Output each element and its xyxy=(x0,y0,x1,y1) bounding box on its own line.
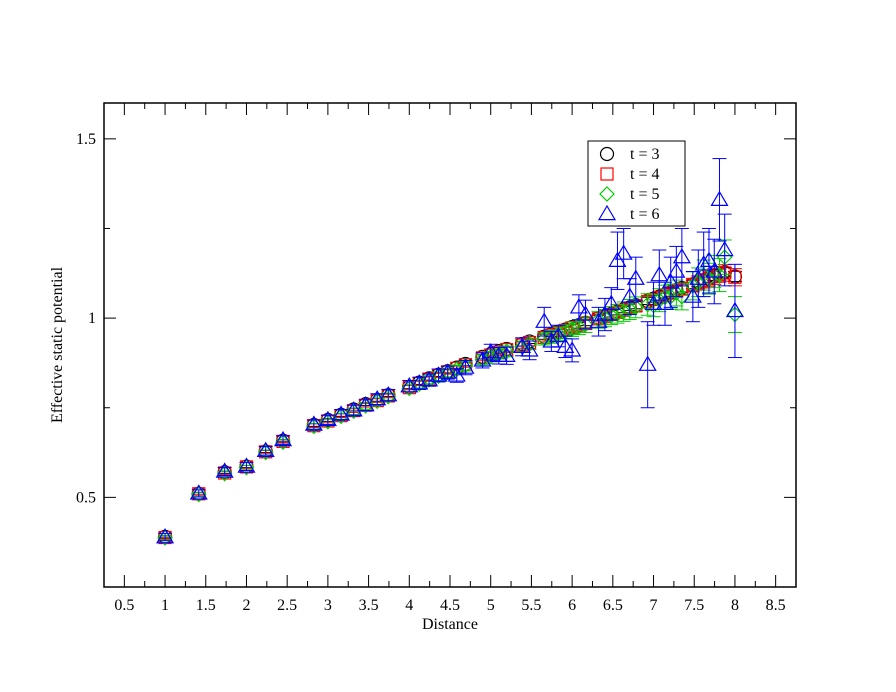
data-point xyxy=(189,484,208,500)
data-point xyxy=(535,312,554,328)
data-point xyxy=(304,415,323,431)
legend-marker xyxy=(599,186,615,202)
data-point xyxy=(513,337,532,353)
legend-label: t = 4 xyxy=(630,166,659,183)
data-point xyxy=(715,240,734,257)
data-point xyxy=(563,341,582,357)
data-point xyxy=(711,267,728,283)
data-point xyxy=(672,247,691,264)
plot-frame xyxy=(103,102,797,588)
data-point xyxy=(156,527,175,544)
data-point xyxy=(650,265,669,282)
data-point xyxy=(456,358,475,374)
series-square xyxy=(158,264,742,545)
data-point xyxy=(683,287,702,303)
data-point xyxy=(705,262,724,278)
series-diamond xyxy=(157,239,743,546)
data-point xyxy=(609,305,626,322)
data-point xyxy=(439,364,456,381)
legend-marker xyxy=(597,204,617,221)
x-tick-label: 3 xyxy=(324,597,332,614)
series-triangle xyxy=(156,158,744,544)
x-tick-label: 2.5 xyxy=(277,597,297,614)
data-point xyxy=(577,316,594,333)
data-point xyxy=(542,332,561,348)
x-tick-label: 1 xyxy=(161,597,169,614)
data-point xyxy=(438,363,457,379)
x-tick-label: 7.5 xyxy=(684,597,704,614)
data-point xyxy=(238,459,255,476)
data-point xyxy=(626,269,645,285)
data-point xyxy=(710,190,729,206)
x-tick-label: 2 xyxy=(242,597,250,614)
data-point xyxy=(256,441,275,457)
data-point xyxy=(602,294,621,310)
legend-label: t = 5 xyxy=(630,186,659,203)
data-point xyxy=(215,462,234,478)
data-point xyxy=(674,288,690,305)
data-point xyxy=(520,341,539,357)
data-point xyxy=(638,355,657,371)
data-point xyxy=(481,342,500,359)
x-tick-label: 3.5 xyxy=(359,597,379,614)
data-point xyxy=(368,389,387,406)
legend: t = 3 t = 4 t = 5 t = 6 xyxy=(587,140,686,227)
data-point xyxy=(614,244,633,260)
y-tick-label: 1.5 xyxy=(76,131,96,148)
x-axis-label: Distance xyxy=(422,616,478,633)
x-tick-label: 0.5 xyxy=(114,597,134,614)
data-point xyxy=(344,401,363,417)
data-point xyxy=(379,386,398,402)
tick-labels: 0.5 1 1.5 2 2.5 3 3.5 4 4.5 5 5.5 6 6.5 7 7.5 8 8.5 0.5 1 1… xyxy=(76,131,786,614)
x-tick-label: 6.5 xyxy=(603,597,623,614)
data-point xyxy=(569,298,588,314)
data-point xyxy=(644,294,663,310)
x-tick-label: 4 xyxy=(405,597,413,614)
data-point xyxy=(603,307,620,324)
data-point xyxy=(190,486,207,503)
data-point xyxy=(157,530,173,546)
data-point xyxy=(318,410,337,427)
data-point xyxy=(571,319,587,335)
data-point xyxy=(332,405,351,421)
legend-label: t = 3 xyxy=(630,146,659,163)
data-point xyxy=(549,326,568,343)
x-tick-label: 4.5 xyxy=(440,597,460,614)
data-point xyxy=(576,305,595,321)
data-point xyxy=(725,301,744,318)
x-tick-label: 5 xyxy=(487,597,495,614)
data-point xyxy=(620,287,639,303)
data-point xyxy=(473,351,492,367)
data-point xyxy=(655,294,675,310)
legend-marker xyxy=(599,146,615,162)
y-axis-label: Effective static potential xyxy=(49,266,66,423)
data-point xyxy=(694,255,713,271)
data-point xyxy=(273,430,293,447)
x-tick-label: 8.5 xyxy=(766,597,786,614)
data-point xyxy=(661,273,680,289)
x-tick-label: 1.5 xyxy=(196,597,216,614)
legend-label: t = 6 xyxy=(630,206,659,223)
x-tick-label: 5.5 xyxy=(521,597,541,614)
data-point xyxy=(699,251,719,267)
y-tick-label: 0.5 xyxy=(76,489,96,506)
x-tick-label: 6 xyxy=(568,597,576,614)
data-layer xyxy=(156,158,744,546)
y-tick-label: 1 xyxy=(88,310,96,327)
data-point xyxy=(556,337,575,353)
data-point xyxy=(497,346,516,362)
data-point xyxy=(621,301,638,318)
x-tick-label: 7 xyxy=(650,597,658,614)
data-point xyxy=(667,262,686,278)
data-point xyxy=(689,269,708,285)
axis-ticks xyxy=(104,103,796,588)
data-point xyxy=(237,457,256,473)
data-point xyxy=(420,370,439,387)
x-tick-label: 8 xyxy=(731,597,739,614)
data-point xyxy=(639,296,656,313)
legend-marker xyxy=(600,167,614,181)
